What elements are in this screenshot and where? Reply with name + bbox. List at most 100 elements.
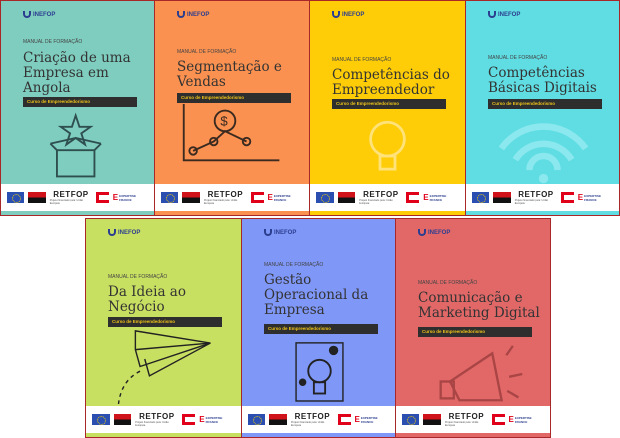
manual-label: MANUAL DE FORMAÇÃO (23, 39, 83, 45)
svg-text:$: $ (220, 114, 228, 129)
funding-text: Projeto financiado pela: União Europeia (203, 199, 238, 205)
eu-flag-icon (472, 192, 490, 203)
book-cover[interactable]: INEFOP MANUAL DE FORMAÇÃO Gestão Operaci… (241, 218, 397, 438)
expertise-text: EXPERTISE FRANCE (429, 193, 447, 202)
inefop-logo-icon (177, 11, 185, 18)
inefop-logo: INEFOP (488, 11, 520, 18)
book-title: Da Ideia ao Negócio (108, 284, 186, 315)
sponsor-footer: RETFOP Projeto financiado pela: União Eur… (466, 184, 619, 211)
angola-flag-icon (337, 192, 356, 203)
dollar-growth-chart-icon: $ (182, 104, 280, 162)
book-title: Competências do Empreendedor (332, 67, 450, 98)
expertise-text: EXPERTISE FRANCE (205, 415, 223, 424)
funding-text: Projeto financiado pela: União Europeia (135, 421, 169, 427)
sponsor-footer: RETFOP Projeto financiado pela: União Eur… (155, 184, 309, 211)
lightbulb-gears-icon (295, 342, 344, 402)
retfop-text: RETFOP (53, 190, 89, 199)
course-banner: Curso de Empreendedorismo (264, 324, 378, 334)
expertise-text: EXPERTISE FRANCE (360, 415, 378, 424)
logo-text: INEFOP (428, 229, 451, 236)
book-cover[interactable]: INEFOP MANUAL DE FORMAÇÃO Competências d… (309, 0, 466, 216)
angola-flag-icon (28, 192, 46, 203)
expertise-text: EXPERTISE FRANCE (514, 415, 532, 424)
expertise-france-logo: E EXPERTISE FRANCE (199, 415, 235, 424)
inefop-logo-icon (332, 11, 340, 18)
eu-flag-icon (402, 414, 420, 425)
inefop-logo: INEFOP (177, 11, 209, 18)
retfop-logo: RETFOP Projeto financiado pela: União Eur… (291, 412, 334, 427)
lightbulb-icon (369, 120, 406, 171)
retfop-text: RETFOP (207, 190, 244, 199)
expertise-france-logo: E EXPERTISE FRANCE (578, 193, 613, 202)
partner-logo-icon (406, 192, 420, 203)
inefop-logo: INEFOP (332, 11, 364, 18)
funding-text: Projeto financiado pela: União Europeia (290, 421, 325, 427)
inefop-logo: INEFOP (23, 11, 55, 18)
partner-logo-icon (491, 414, 505, 425)
partner-logo-icon (250, 192, 264, 203)
inefop-logo-icon (264, 229, 272, 236)
manual-label: MANUAL DE FORMAÇÃO (264, 262, 324, 268)
partner-logo-icon (337, 414, 351, 425)
inefop-logo: INEFOP (418, 229, 450, 236)
manual-label: MANUAL DE FORMAÇÃO (177, 49, 237, 55)
manual-label: MANUAL DE FORMAÇÃO (108, 274, 168, 280)
megaphone-icon (439, 345, 523, 402)
book-cover[interactable]: INEFOP MANUAL DE FORMAÇÃO Criação de uma… (0, 0, 155, 216)
book-title: Comunicação e Marketing Digital (418, 290, 540, 321)
retfop-logo: RETFOP Projeto financiado pela: União Eur… (445, 412, 488, 427)
book-title: Gestão Operacional da Empresa (264, 272, 369, 318)
angola-flag-icon (493, 192, 511, 203)
book-title: Competências Básicas Digitais (488, 65, 597, 96)
funding-text: Projeto financiado pela: União Europeia (359, 199, 393, 205)
course-banner: Curso de Empreendedorismo (177, 93, 291, 103)
manual-label: MANUAL DE FORMAÇÃO (488, 55, 548, 61)
book-cover[interactable]: INEFOP MANUAL DE FORMAÇÃO Comunicação e … (395, 218, 551, 438)
expertise-text: EXPERTISE FRANCE (273, 193, 291, 202)
logo-text: INEFOP (274, 229, 297, 236)
logo-text: INEFOP (342, 11, 365, 18)
retfop-text: RETFOP (294, 412, 331, 421)
course-banner: Curso de Empreendedorismo (23, 97, 137, 107)
expertise-france-logo: E EXPERTISE FRANCE (113, 193, 148, 202)
retfop-logo: RETFOP Projeto financiado pela: União Eur… (359, 190, 402, 205)
inefop-logo-icon (488, 11, 496, 18)
book-cover[interactable]: INEFOP MANUAL DE FORMAÇÃO Segmentação e … (154, 0, 310, 216)
angola-flag-icon (113, 414, 132, 425)
logo-text: INEFOP (118, 229, 141, 236)
eu-flag-icon (92, 414, 110, 425)
book-cover[interactable]: INEFOP MANUAL DE FORMAÇÃO Da Ideia ao Ne… (85, 218, 242, 438)
wifi-icon (498, 123, 589, 184)
angola-flag-icon (423, 414, 441, 425)
paper-plane-icon (117, 330, 211, 404)
expertise-france-logo: E EXPERTISE FRANCE (268, 193, 303, 202)
expertise-text: EXPERTISE FRANCE (119, 193, 136, 202)
retfop-text: RETFOP (363, 190, 399, 199)
retfop-text: RETFOP (518, 190, 554, 199)
funding-text: Projeto financiado pela: União Europeia (514, 199, 549, 205)
partner-logo-icon (561, 192, 574, 203)
sponsor-footer: RETFOP Projeto financiado pela: União Eur… (1, 184, 154, 211)
eu-flag-icon (316, 192, 334, 203)
book-title: Criação de uma Empresa em Angola (23, 50, 131, 96)
inefop-logo-icon (23, 11, 31, 18)
manual-label: MANUAL DE FORMAÇÃO (418, 280, 478, 286)
retfop-logo: RETFOP Projeto financiado pela: União Eur… (50, 190, 92, 205)
sponsor-footer: RETFOP Projeto financiado pela: União Eur… (86, 406, 241, 433)
retfop-logo: RETFOP Projeto financiado pela: União Eur… (204, 190, 247, 205)
inefop-logo-icon (418, 229, 426, 236)
book-title: Segmentação e Vendas (177, 59, 282, 90)
retfop-text: RETFOP (139, 412, 175, 421)
funding-text: Projeto financiado pela: União Europeia (49, 199, 84, 205)
eu-flag-icon (161, 192, 179, 203)
partner-logo-icon (182, 414, 196, 425)
inefop-logo-icon (108, 229, 116, 236)
course-banner: Curso de Empreendedorismo (418, 327, 532, 337)
retfop-text: RETFOP (448, 412, 485, 421)
course-banner: Curso de Empreendedorismo (108, 317, 222, 327)
book-cover[interactable]: INEFOP MANUAL DE FORMAÇÃO Competências B… (465, 0, 620, 216)
logo-text: INEFOP (187, 11, 210, 18)
logo-text: INEFOP (498, 11, 521, 18)
partner-logo-icon (96, 192, 109, 203)
sponsor-footer: RETFOP Projeto financiado pela: União Eur… (242, 406, 396, 433)
